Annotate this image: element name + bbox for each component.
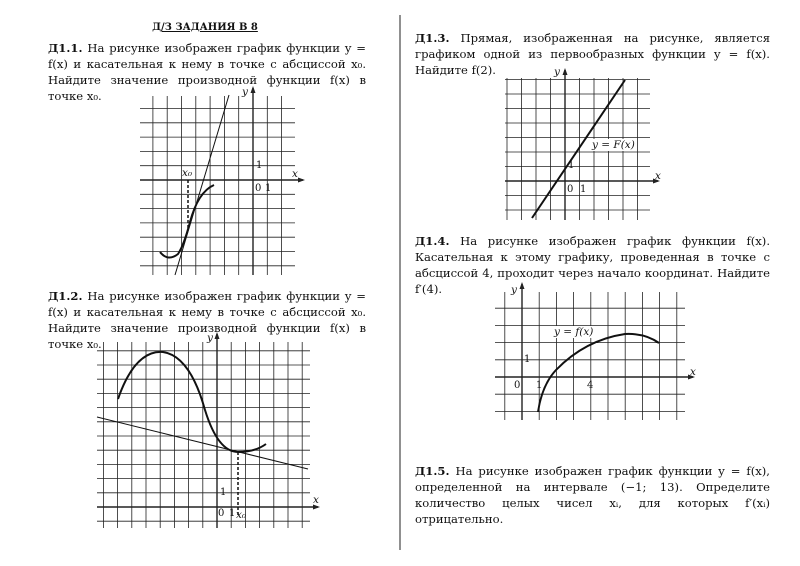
problem-2: Д1.2. На рисунке изображен график функци… <box>48 288 366 352</box>
problem-number: Д1.5. <box>415 464 450 478</box>
y-unit-label: 1 <box>220 487 227 498</box>
antiderivative-line <box>531 79 626 219</box>
y-unit-label: 1 <box>524 354 531 365</box>
problem-text: На рисунке изображен график функции y = … <box>48 41 367 103</box>
problem-4: Д1.4. На рисунке изображен график функци… <box>415 233 770 297</box>
problem-number: Д1.2. <box>48 289 83 303</box>
problem-text: На рисунке изображен график функции f(x)… <box>415 234 770 296</box>
x-unit-label: 1 <box>229 508 236 519</box>
x-unit-label: 1 <box>265 183 272 194</box>
y-axis-label: y <box>207 332 213 344</box>
problem-1: Д1.1. На рисунке изображен график функци… <box>48 40 366 104</box>
page-title: Д/З ЗАДАНИЯ В 8 <box>152 22 258 33</box>
problem-number: Д1.1. <box>48 41 83 55</box>
x-four-label: 4 <box>587 380 594 391</box>
x0-label: x₀ <box>182 167 193 179</box>
x0-label: x₀ <box>236 509 247 521</box>
origin-label: 0 <box>567 184 574 195</box>
x-unit-label: 1 <box>580 184 587 195</box>
problem-text: На рисунке изображен график функции y = … <box>48 289 367 351</box>
y-unit-label: 1 <box>256 160 263 171</box>
curve-label: y = F(x) <box>592 139 635 151</box>
function-curve-4 <box>537 332 660 413</box>
x-axis-label: x <box>313 494 319 506</box>
x-axis-label: x <box>655 170 661 182</box>
x-axis-label: x <box>690 366 696 378</box>
tangent-line-1 <box>174 94 230 276</box>
problem-number: Д1.4. <box>415 234 450 248</box>
problem-text: Прямая, изображенная на рисунке, являетс… <box>415 31 771 77</box>
axis-arrow-icon <box>519 282 695 380</box>
problem-text: На рисунке изображен график функции y = … <box>415 464 770 526</box>
x-axis-label: x <box>292 168 298 180</box>
tangent-line-2 <box>96 416 309 470</box>
origin-label: 0 <box>255 183 262 194</box>
y-axis-label: y <box>511 284 517 296</box>
problem-5: Д1.5. На рисунке изображен график функци… <box>415 463 770 527</box>
curve-label: y = f(x) <box>554 326 594 338</box>
problem-3: Д1.3. Прямая, изображенная на рисунке, я… <box>415 30 770 78</box>
origin-label: 0 <box>514 380 521 391</box>
y-unit-label: 1 <box>568 160 575 171</box>
function-curve-1 <box>159 184 215 259</box>
x-unit-label: 1 <box>536 380 543 391</box>
function-curve-2 <box>117 350 267 454</box>
origin-label: 0 <box>218 508 225 519</box>
problem-number: Д1.3. <box>415 31 450 45</box>
y-axis-label: y <box>242 86 248 98</box>
axis-arrow-icon <box>214 332 320 510</box>
y-axis-label: y <box>554 66 560 78</box>
